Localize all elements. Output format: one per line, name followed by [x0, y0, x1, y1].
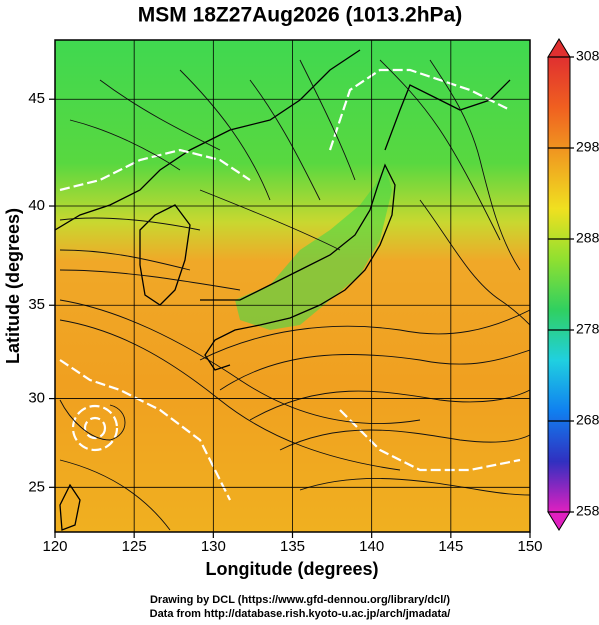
- x-tick-label: 145: [438, 538, 463, 555]
- colorbar: 258 268 278 288 298 308: [547, 38, 599, 531]
- colorbar-tick-label: 288: [576, 230, 599, 246]
- colorbar-tick-label: 268: [576, 412, 599, 428]
- colorbar-extend-top: [547, 38, 571, 58]
- x-tick-label: 135: [280, 538, 305, 555]
- y-tick-label: 45: [28, 90, 45, 107]
- y-axis-label: Latitude (degrees): [3, 208, 23, 364]
- contour: [59, 359, 231, 501]
- contour: [71, 404, 119, 452]
- axes: 120 125 130 135 140 145 150 25 30 35 40 45: [28, 40, 543, 555]
- contour: [83, 416, 107, 440]
- credit: Data from http://database.rish.kyoto-u.a…: [150, 608, 451, 620]
- y-tick-label: 35: [28, 296, 45, 313]
- x-axis-label: Longitude (degrees): [205, 559, 378, 579]
- colorbar-extend-bottom: [547, 511, 571, 531]
- contour: [59, 148, 251, 192]
- credit: Drawing by DCL (https://www.gfd-dennou.o…: [150, 594, 450, 606]
- colorbar-tick-label: 278: [576, 321, 599, 337]
- colorbar-tick-label: 308: [576, 48, 599, 64]
- x-tick-label: 140: [359, 538, 384, 555]
- coastline: [200, 163, 396, 371]
- contour: [339, 409, 521, 472]
- colorbar-scale: [547, 56, 571, 513]
- y-tick-label: 40: [28, 197, 45, 214]
- contour: [328, 68, 511, 151]
- coastline: [55, 49, 361, 231]
- colorbar-tick-label: 258: [576, 503, 599, 519]
- streamlines: [59, 59, 530, 531]
- y-tick-label: 25: [28, 478, 45, 495]
- y-tick-label: 30: [28, 390, 45, 407]
- plot-frame: [54, 39, 531, 533]
- x-tick-label: 130: [201, 538, 226, 555]
- land-japan: [235, 165, 392, 330]
- x-tick-label: 150: [517, 538, 542, 555]
- coastline: [139, 204, 191, 306]
- title: MSM 18Z27Aug2026 (1013.2hPa): [138, 4, 462, 27]
- x-tick-label: 120: [42, 538, 67, 555]
- coastline: [59, 483, 81, 531]
- x-tick-label: 125: [122, 538, 147, 555]
- colorbar-tick-label: 298: [576, 139, 599, 155]
